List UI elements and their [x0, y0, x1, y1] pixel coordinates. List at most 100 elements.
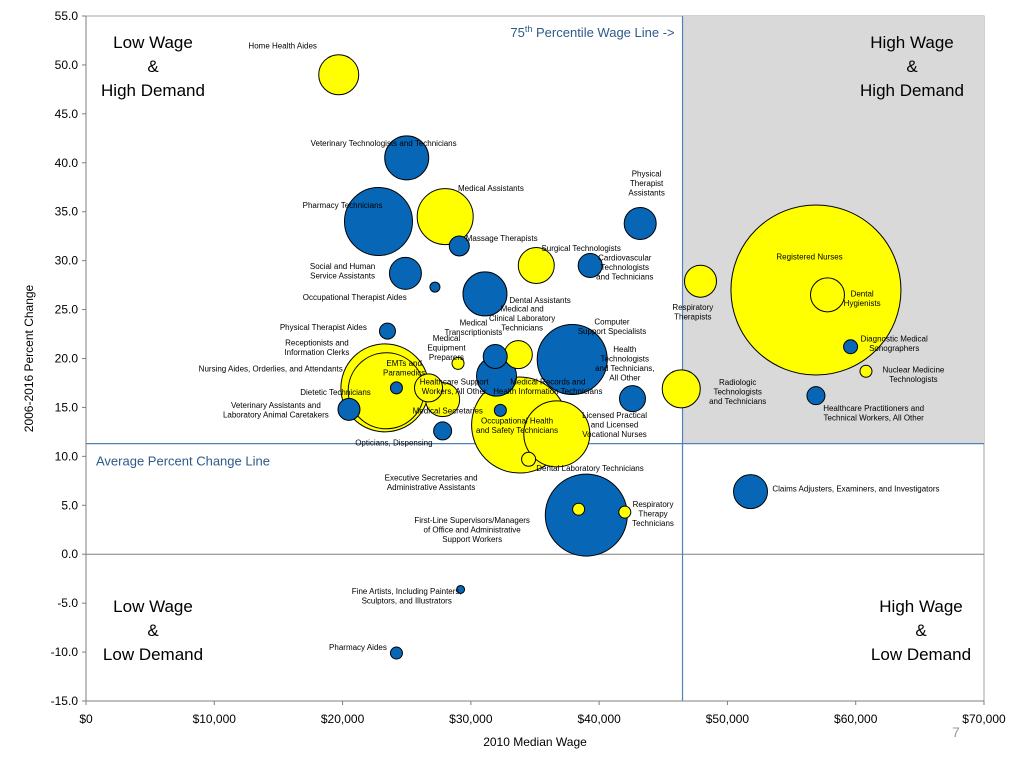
wage-75th-percentile-label: 75th Percentile Wage Line ->: [510, 24, 674, 40]
bubble-label-0: Home Health Aides: [248, 41, 316, 50]
bubble-27: [448, 235, 470, 257]
x-tick-label-6: $60,000: [834, 712, 878, 726]
bubble-40: [429, 281, 441, 293]
bubbles: [318, 54, 902, 660]
bubble-label-14: EMTs and Paramedics: [383, 359, 425, 378]
bubble-labels: Home Health Aides Veterinary Technologist…: [199, 41, 945, 652]
bubble-37: [618, 505, 632, 519]
bubble-label-28: Dental Laboratory Technicians: [536, 464, 643, 473]
bubble-label-1: Veterinary Technologists and Technicians: [311, 139, 457, 148]
bubble-13: [661, 369, 701, 409]
y-tick-label-9: 10.0: [55, 449, 79, 463]
bubble-10: [462, 271, 508, 317]
bubble-label-24: Computer Support Specialists: [578, 318, 646, 337]
bubble-32: [843, 339, 859, 355]
bubble-33: [389, 381, 403, 395]
quadrant-label-top-right: High Wage & High Demand: [860, 33, 964, 100]
bubble-6: [343, 187, 413, 256]
y-tick-label-5: 30.0: [55, 254, 79, 268]
bubble-label-8: Dental Assistants: [509, 296, 570, 305]
y-axis-ticks: 55.0 50.0 45.0 40.0 35.0 30.0 25.0 20.0 15.0 10.0…: [51, 9, 86, 708]
bubble-label-4: Massage Therapists: [466, 234, 538, 243]
y-tick-label-6: 25.0: [55, 303, 79, 317]
bubble-label-27: Licensed Practical and Licensed Vocational…: [582, 411, 647, 439]
bubble-label-23: Medical Records and Health Information Te…: [493, 377, 602, 396]
bubble-label-12: Receptionists and Information Clerks: [284, 338, 349, 357]
x-axis-ticks: $0 $10,000 $20,000 $30,000 $40,000 $50,000 $60…: [79, 701, 1006, 726]
bubble-label-20: Medical Equipment Preparers: [427, 334, 466, 362]
bubble-label-15: Dietetic Technicians: [300, 388, 371, 397]
bubble-label-3: Pharmacy Technicians: [303, 201, 383, 210]
bubble-label-7: Occupational Therapist Aides: [303, 293, 407, 302]
bubble-label-17: Medical Secretaries: [413, 406, 483, 415]
bubble-label-25: Health Technologists and Technicians, All O…: [595, 345, 654, 383]
bubble-label-30: First-Line Supervisors/Managers of Office…: [414, 516, 530, 544]
bubble-label-34: Radiologic Technologists and Technicians: [709, 378, 766, 406]
bubble-label-6: Social and Human Service Assistants: [310, 262, 375, 281]
bubble-label-16: Veterinary Assistants and Laboratory Anim…: [223, 401, 329, 420]
x-axis-title: 2010 Median Wage: [483, 735, 587, 749]
bubble-39: [389, 646, 403, 660]
bubble-label-10: Physical Therapist Assistants: [628, 169, 664, 197]
bubble-14: [517, 247, 555, 285]
x-tick-label-4: $40,000: [577, 712, 621, 726]
average-percent-change-label: Average Percent Change Line: [96, 454, 270, 469]
bubble-label-40: Fine Artists, Including Painters, Sculpto…: [352, 587, 462, 606]
bubble-22: [503, 340, 533, 370]
bubble-label-33: Respiratory Therapists: [672, 303, 713, 322]
y-tick-label-1: 50.0: [55, 58, 79, 72]
bubble-35: [493, 403, 507, 417]
y-tick-label-12: -5.0: [57, 596, 78, 610]
x-tick-label-5: $50,000: [706, 712, 750, 726]
x-tick-label-0: $0: [79, 712, 93, 726]
bubble-5: [536, 323, 608, 395]
bubble-29: [806, 386, 826, 406]
x-tick-label-1: $10,000: [193, 712, 237, 726]
bubble-41: [456, 584, 466, 594]
bubble-34: [451, 356, 465, 370]
bubble-label-36: Dental Hygienists: [844, 289, 881, 308]
quadrant-label-bottom-left: Low Wage & Low Demand: [103, 597, 203, 664]
bubble-label-21: Medical and Clinical Laboratory Technician…: [489, 304, 555, 332]
bubble-24: [577, 253, 603, 279]
bubble-label-41: Pharmacy Aides: [329, 643, 387, 652]
y-tick-label-7: 20.0: [55, 352, 79, 366]
bubble-label-38: Nuclear Medicine Technologists: [883, 366, 945, 385]
y-tick-label-11: 0.0: [61, 547, 78, 561]
bubble-label-18: Opticians, Dispensing: [355, 439, 432, 448]
y-tick-label-8: 15.0: [55, 400, 79, 414]
bubble-18: [388, 256, 422, 290]
y-tick-label-13: -10.0: [51, 645, 79, 659]
y-tick-label-10: 5.0: [61, 498, 78, 512]
bubble-8: [416, 188, 474, 246]
x-tick-label-7: $70,000: [962, 712, 1006, 726]
quadrant-labels: Low Wage & High Demand High Wage & High Deman…: [101, 33, 971, 664]
y-axis-title: 2006-2016 Percent Change: [22, 284, 36, 432]
y-tick-label-2: 45.0: [55, 107, 79, 121]
bubble-21: [414, 373, 444, 403]
bubble-19: [623, 206, 657, 240]
quadrant-label-top-left: Low Wage & High Demand: [101, 33, 205, 100]
bubble-label-37: Diagnostic Medical Sonographers: [861, 334, 928, 353]
bubble-label-31: Respiratory Therapy Technicians: [632, 500, 674, 528]
y-tick-label-4: 35.0: [55, 205, 79, 219]
bubble-36: [572, 502, 586, 516]
bubble-17: [809, 277, 845, 313]
bubble-label-22: Healthcare Support Workers, All Other: [420, 377, 490, 396]
y-tick-label-0: 55.0: [55, 9, 79, 23]
bubble-label-2: Medical Assistants: [458, 184, 524, 193]
bubble-26: [337, 397, 361, 421]
bubble-25: [482, 344, 508, 370]
bubble-label-11: Physical Therapist Aides: [280, 323, 367, 332]
bubble-3: [544, 473, 628, 557]
bubble-7: [523, 400, 591, 468]
bubble-11: [318, 54, 360, 96]
page-number: 7: [952, 724, 960, 740]
bubble-label-32: Claims Adjusters, Examiners, and Investi…: [772, 485, 939, 494]
bubble-label-9: Cardiovascular Technologists and Technicia…: [596, 254, 653, 282]
x-tick-label-2: $20,000: [321, 712, 365, 726]
y-tick-label-3: 40.0: [55, 156, 79, 170]
bubble-9: [384, 135, 430, 181]
x-tick-label-3: $30,000: [449, 712, 493, 726]
